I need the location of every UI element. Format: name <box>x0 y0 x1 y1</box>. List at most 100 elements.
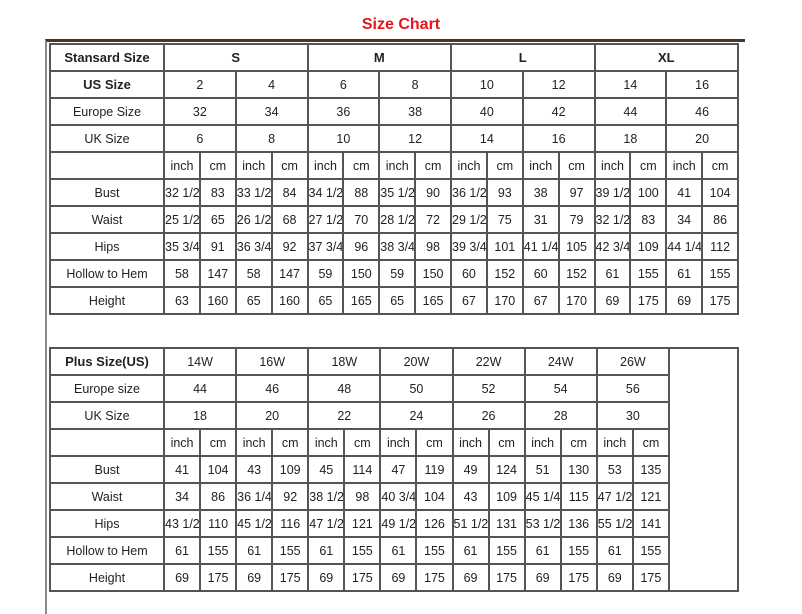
measurement-value: 43 <box>451 482 490 511</box>
measurement-value: 93 <box>485 178 524 207</box>
measurement-value: 98 <box>414 232 452 261</box>
measurement-value: 61 <box>523 536 562 565</box>
standard-size-table: Stansard Size S M L XL US Size 2 4 6 8 10 12 14 16 Eur… <box>49 43 739 315</box>
unit-row: inch cm inch cm inch cm inch cm inch cm inch cm inch… <box>49 151 739 180</box>
measurement-value: 155 <box>701 259 739 288</box>
measurement-value: 109 <box>629 232 668 261</box>
measurement-row: Waist 34 86 36 1/4 92 38 1/2 98 40 3/4 104 43 109 4… <box>49 482 738 511</box>
measurement-value: 160 <box>270 286 309 315</box>
measurement-value: 155 <box>271 536 310 565</box>
uk-size-value: 22 <box>307 401 382 430</box>
measurement-value: 98 <box>343 482 382 511</box>
unit-inch: inch <box>306 151 345 180</box>
unit-inch: inch <box>523 428 562 457</box>
measurement-value: 104 <box>701 178 739 207</box>
uk-size-value: 14 <box>450 124 524 153</box>
measurement-value: 47 <box>379 455 418 484</box>
us-size-label: US Size <box>49 70 165 99</box>
measurement-value: 155 <box>629 259 668 288</box>
plus-size-value: 24W <box>523 347 598 376</box>
measurement-value: 69 <box>665 286 704 315</box>
measurement-row: Hips 35 3/4 91 36 3/4 92 37 3/4 96 38 3/4 98 39 3… <box>49 232 739 261</box>
measurement-value: 63 <box>163 286 201 315</box>
size-group-M: M <box>306 43 452 72</box>
unit-inch: inch <box>379 428 418 457</box>
measurement-value: 155 <box>415 536 454 565</box>
measurement-value: 69 <box>451 563 490 592</box>
measurement-row: Bust 32 1/2 83 33 1/2 84 34 1/2 88 35 1/2 90 36 1… <box>49 178 739 207</box>
measurement-value: 69 <box>162 563 202 592</box>
measurement-value: 112 <box>701 232 739 261</box>
plus-size-value: 26W <box>595 347 671 376</box>
measurement-value: 160 <box>198 286 237 315</box>
measurement-value: 119 <box>415 455 454 484</box>
us-size-value: 10 <box>450 70 524 99</box>
measurement-value: 53 1/2 <box>523 509 562 538</box>
measurement-value: 175 <box>629 286 668 315</box>
measurement-row: Height 63 160 65 160 65 165 65 165 67 170 67 170 69 17… <box>49 286 739 315</box>
measurement-value: 105 <box>557 232 596 261</box>
measurement-value: 28 1/2 <box>378 205 417 234</box>
measurement-value: 175 <box>487 563 526 592</box>
measurement-value: 136 <box>559 509 598 538</box>
measurement-value: 32 1/2 <box>593 205 632 234</box>
measurement-value: 83 <box>629 205 668 234</box>
measurement-value: 110 <box>199 509 238 538</box>
blank-cell <box>49 151 165 180</box>
measurement-value: 86 <box>199 482 238 511</box>
uk-size-label: UK Size <box>49 401 165 430</box>
measurement-value: 135 <box>631 455 671 484</box>
us-size-value: 16 <box>665 70 739 99</box>
measurement-value: 175 <box>701 286 739 315</box>
measurement-row: Hollow to Hem 58 147 58 147 59 150 59 150 60 152 60… <box>49 259 739 288</box>
measurement-value: 67 <box>521 286 560 315</box>
measurement-value: 109 <box>271 455 310 484</box>
measurement-value: 121 <box>631 482 671 511</box>
measurement-value: 165 <box>414 286 452 315</box>
plus-size-value: 22W <box>451 347 526 376</box>
measurement-value: 36 1/2 <box>450 178 488 207</box>
measurement-value: 33 1/2 <box>234 178 273 207</box>
measurement-value: 101 <box>485 232 524 261</box>
eu-size-label: Europe Size <box>49 97 165 126</box>
eu-size-value: 44 <box>162 374 238 403</box>
unit-cm: cm <box>559 428 598 457</box>
measurement-value: 26 1/2 <box>234 205 273 234</box>
measurement-value: 69 <box>523 563 562 592</box>
unit-cm: cm <box>631 428 671 457</box>
measurement-row: Bust 41 104 43 109 45 114 47 119 49 124 51 130 53 135 <box>49 455 738 484</box>
measurement-label: Waist <box>49 205 165 234</box>
uk-size-label: UK Size <box>49 124 165 153</box>
measurement-value: 175 <box>271 563 310 592</box>
blank-column <box>668 347 739 592</box>
eu-size-value: 50 <box>379 374 454 403</box>
measurement-value: 41 <box>665 178 704 207</box>
uk-size-value: 20 <box>235 401 310 430</box>
measurement-value: 155 <box>199 536 238 565</box>
measurement-value: 175 <box>343 563 382 592</box>
measurement-value: 67 <box>450 286 488 315</box>
measurement-value: 34 <box>665 205 704 234</box>
measurement-value: 45 <box>307 455 346 484</box>
plus-size-value: 18W <box>307 347 382 376</box>
measurement-value: 61 <box>307 536 346 565</box>
measurement-value: 59 <box>306 259 345 288</box>
measurement-value: 43 1/2 <box>162 509 202 538</box>
measurement-value: 27 1/2 <box>306 205 345 234</box>
measurement-value: 37 3/4 <box>306 232 345 261</box>
unit-cm: cm <box>701 151 739 180</box>
measurement-value: 155 <box>559 536 598 565</box>
unit-inch: inch <box>235 428 274 457</box>
unit-inch: inch <box>162 428 202 457</box>
measurement-row: Height 69 175 69 175 69 175 69 175 69 175 69 175 69 17… <box>49 563 738 592</box>
blank-cell <box>49 428 165 457</box>
measurement-value: 35 3/4 <box>163 232 201 261</box>
plus-size-value: 16W <box>235 347 310 376</box>
measurement-value: 65 <box>198 205 237 234</box>
measurement-value: 49 <box>451 455 490 484</box>
measurement-value: 131 <box>487 509 526 538</box>
measurement-value: 36 1/4 <box>235 482 274 511</box>
eu-size-label: Europe size <box>49 374 165 403</box>
unit-inch: inch <box>665 151 704 180</box>
unit-cm: cm <box>270 151 309 180</box>
